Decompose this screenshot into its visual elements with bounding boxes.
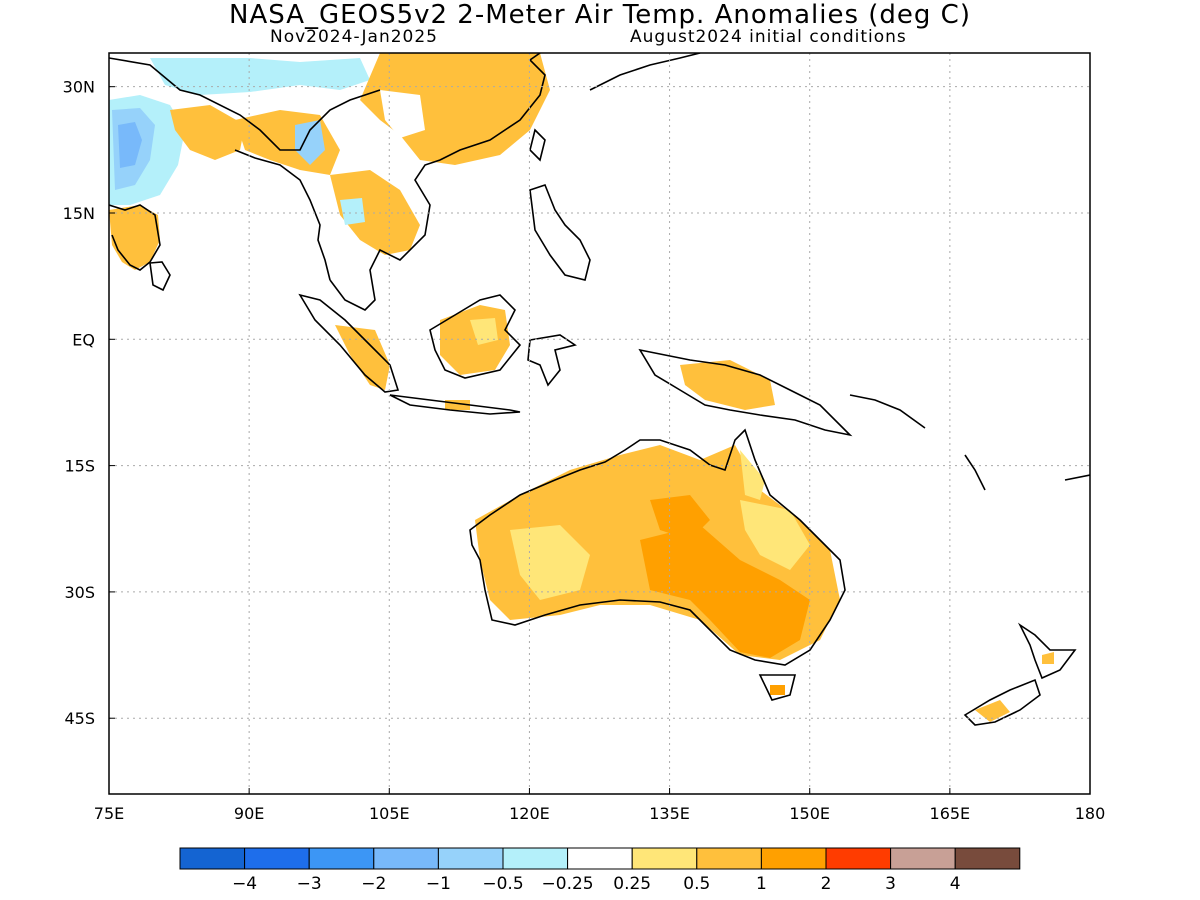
australia-coast (469, 428, 846, 666)
colorbar-swatch (308, 847, 375, 870)
australia-hot-central (650, 495, 710, 540)
lat-tick-label: 30S (64, 583, 95, 602)
lon-tick-label: 120E (509, 804, 550, 823)
new-zealand-north-coast (1017, 622, 1077, 680)
colorbar-swatch (179, 847, 246, 870)
china-warm (360, 53, 550, 165)
borneo-coast (429, 294, 522, 379)
philippines-coast (529, 184, 591, 281)
lon-tick-label: 75E (94, 804, 124, 823)
new-zealand-south-coast (963, 678, 1041, 726)
colorbar-label: −0.25 (542, 874, 594, 894)
colorbar-label: −2 (361, 874, 386, 894)
tibet-cool-patch (150, 58, 370, 95)
new-zealand-warm (975, 700, 1010, 722)
lat-tick-label: EQ (72, 330, 95, 349)
india-coast (109, 204, 161, 271)
taiwan-coast (529, 128, 546, 162)
longitude-ticks: 75E 90E 105E 120E 135E 150E 165E 180 (94, 788, 1106, 823)
lat-tick-label: 15N (63, 204, 95, 223)
china-light-patch (380, 90, 425, 138)
colorbar-label: −0.5 (482, 874, 523, 894)
solomon-islands-coast (849, 394, 926, 429)
colorbar-label: 2 (821, 874, 832, 894)
lon-tick-label: 105E (369, 804, 410, 823)
grid-lines (109, 53, 1090, 794)
coastlines (109, 53, 1090, 726)
tasmania-coast (758, 674, 797, 701)
fiji-islands (1064, 474, 1090, 481)
colorbar-swatch (373, 847, 439, 870)
bay-of-bengal-coast (234, 149, 331, 281)
map-initial-conditions: August2024 initial conditions (630, 27, 907, 47)
india-cool-center (118, 122, 142, 168)
borneo-warm (440, 305, 510, 375)
sumatra-warm (335, 325, 390, 390)
myanmar-cool (295, 120, 325, 165)
map-period: Nov2024-Jan2025 (270, 27, 438, 47)
indochina-warm (330, 170, 420, 255)
latitude-ticks: 30N 15N EQ 15S 30S 45S (63, 78, 115, 728)
lat-tick-label: 30N (63, 78, 95, 97)
colorbar-swatch (567, 847, 633, 870)
lon-tick-label: 135E (649, 804, 690, 823)
colorbar-label: −3 (297, 874, 322, 894)
australia-hot-southeast (640, 525, 810, 658)
lon-tick-label: 150E (789, 804, 830, 823)
colorbar-swatch (631, 847, 698, 870)
anomaly-shading (109, 53, 1054, 722)
japan-coast (589, 53, 701, 91)
lon-tick-label: 165E (930, 804, 971, 823)
colorbar-label: 0.25 (613, 874, 651, 894)
sulawesi-coast (527, 334, 577, 387)
colorbar-swatch (890, 847, 956, 870)
colorbar-swatch (696, 847, 762, 870)
lon-tick-label: 180 (1075, 804, 1106, 823)
colorbar-label: −4 (232, 874, 257, 894)
indochina-coast (329, 53, 546, 311)
colorbar-swatch (954, 847, 1021, 870)
tasmania-warm (770, 685, 785, 695)
colorbar-label: −1 (426, 874, 451, 894)
colorbar-label: 1 (756, 874, 767, 894)
colorbar-label: 3 (885, 874, 896, 894)
india-warm-patches (109, 205, 160, 270)
java-coast (389, 394, 521, 415)
new-guinea-coast (638, 348, 853, 437)
colorbar-swatch (437, 847, 504, 870)
colorbar-swatch (244, 847, 310, 870)
north-india-warm (170, 105, 245, 160)
colorbar (179, 847, 1021, 870)
lat-tick-label: 15S (64, 457, 95, 476)
borneo-light (470, 318, 498, 345)
colorbar-label: 0.5 (683, 874, 710, 894)
australia-light-north (740, 450, 765, 500)
colorbar-swatch (760, 847, 827, 870)
australia-light-east (740, 500, 810, 570)
vanuatu-islands (964, 454, 986, 491)
bay-region-warm (235, 110, 340, 175)
new-zealand-north-warm (1042, 652, 1054, 664)
map-title: NASA_GEOS5v2 2-Meter Air Temp. Anomalies… (229, 0, 971, 30)
colorbar-label: 4 (950, 874, 961, 894)
new-guinea-warm (680, 360, 775, 410)
colorbar-swatch (825, 847, 892, 870)
sri-lanka-coast (149, 261, 171, 292)
sumatra-coast (298, 293, 400, 393)
south-asia-border (109, 57, 381, 151)
australia-light-west (510, 525, 590, 600)
map-frame (108, 52, 1091, 795)
lon-tick-label: 90E (234, 804, 264, 823)
colorbar-swatch (502, 847, 569, 870)
colorbar-labels: −4 −3 −2 −1 −0.5 −0.25 0.25 0.5 1 2 3 4 (232, 874, 961, 894)
lat-tick-label: 45S (64, 709, 95, 728)
indochina-cool (340, 198, 365, 225)
